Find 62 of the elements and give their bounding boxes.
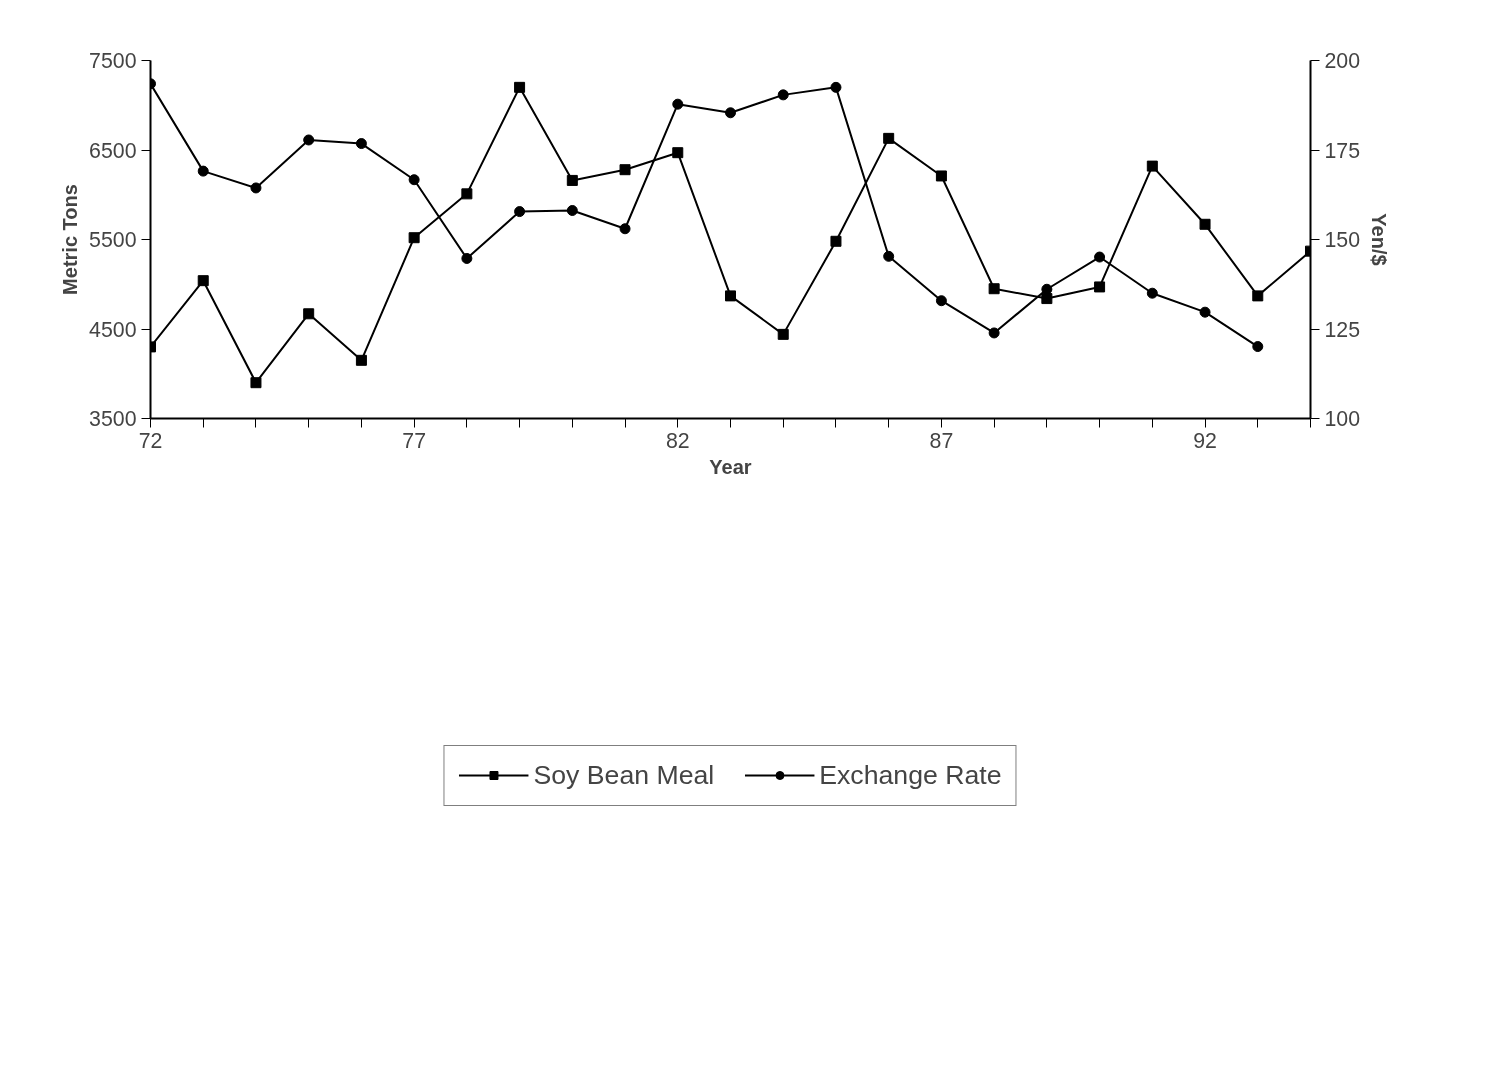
y-tick-label: 4500 bbox=[89, 317, 137, 342]
y-tick-label: 5500 bbox=[89, 228, 137, 252]
y2-tick-label: 175 bbox=[1324, 138, 1361, 163]
point bbox=[777, 89, 789, 101]
point bbox=[883, 250, 895, 262]
y-tick-label: 7500 bbox=[89, 49, 137, 73]
y-axis-title: Metric Tons bbox=[59, 184, 82, 295]
point bbox=[1146, 160, 1158, 172]
point bbox=[672, 147, 684, 159]
x-tick-label: 82 bbox=[665, 428, 690, 453]
point bbox=[1041, 283, 1053, 295]
legend-label: Soy Bean Meal bbox=[533, 759, 715, 791]
point bbox=[777, 328, 789, 340]
point bbox=[408, 174, 420, 186]
point bbox=[988, 283, 1000, 295]
point bbox=[197, 165, 209, 177]
point bbox=[250, 182, 262, 194]
point bbox=[1199, 218, 1211, 230]
point bbox=[1199, 306, 1211, 318]
point bbox=[672, 98, 684, 110]
point bbox=[1252, 341, 1264, 353]
point bbox=[619, 223, 631, 235]
point bbox=[935, 170, 947, 182]
x-tick-label: 87 bbox=[929, 428, 954, 453]
y-tick-label: 6500 bbox=[89, 138, 137, 163]
point bbox=[1094, 281, 1106, 293]
y-tick-label: 3500 bbox=[89, 407, 137, 431]
point bbox=[883, 132, 895, 144]
point bbox=[355, 354, 367, 366]
point bbox=[1041, 293, 1053, 305]
point bbox=[988, 327, 1000, 339]
point bbox=[1252, 290, 1264, 302]
y2-axis-title: Yen/$ bbox=[1368, 213, 1391, 266]
y2-tick-label: 200 bbox=[1324, 49, 1361, 73]
x-tick-label: 77 bbox=[402, 428, 427, 453]
point bbox=[1146, 287, 1158, 299]
point bbox=[514, 81, 526, 93]
point bbox=[725, 107, 736, 119]
point bbox=[830, 235, 842, 247]
point bbox=[619, 164, 631, 176]
point bbox=[935, 295, 947, 307]
point bbox=[250, 377, 262, 389]
point bbox=[408, 232, 420, 244]
x-tick-label: 92 bbox=[1193, 428, 1217, 453]
x-axis-title: Year bbox=[709, 455, 752, 478]
point bbox=[725, 290, 736, 302]
y2-tick-label: 150 bbox=[1324, 228, 1361, 252]
point bbox=[566, 174, 578, 186]
x-tick-label: 72 bbox=[138, 428, 163, 453]
point bbox=[303, 134, 315, 146]
point bbox=[303, 308, 315, 320]
point bbox=[1094, 251, 1106, 263]
point bbox=[461, 188, 473, 200]
legend-label: Exchange Rate bbox=[819, 759, 1002, 791]
point bbox=[830, 81, 842, 93]
y2-tick-label: 125 bbox=[1324, 317, 1361, 342]
point bbox=[461, 252, 473, 264]
point bbox=[566, 205, 578, 216]
point bbox=[197, 275, 209, 287]
point bbox=[355, 138, 367, 150]
y2-tick-label: 100 bbox=[1324, 407, 1361, 431]
point bbox=[514, 206, 526, 218]
